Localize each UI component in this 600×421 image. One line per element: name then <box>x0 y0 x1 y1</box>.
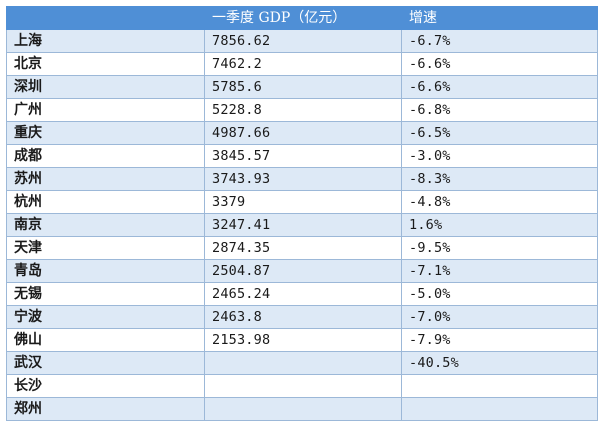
cell-gdp: 2874.35 <box>204 236 402 260</box>
header-gdp: 一季度 GDP（亿元） <box>204 6 402 30</box>
cell-growth: -7.1% <box>401 259 598 283</box>
cell-city: 杭州 <box>6 190 205 214</box>
cell-gdp: 2465.24 <box>204 282 402 306</box>
cell-gdp: 2153.98 <box>204 328 402 352</box>
cell-gdp <box>204 351 402 375</box>
cell-growth: -3.0% <box>401 144 598 168</box>
table-row: 佛山 2153.98 -7.9% <box>6 328 598 352</box>
cell-gdp: 4987.66 <box>204 121 402 145</box>
table-row: 青岛 2504.87 -7.1% <box>6 259 598 283</box>
cell-gdp: 5785.6 <box>204 75 402 99</box>
gdp-table-container: 一季度 GDP（亿元） 增速 上海 7856.62 -6.7% 北京 7462.2 -6.… <box>6 6 598 421</box>
cell-growth: -7.0% <box>401 305 598 329</box>
table-row: 天津 2874.35 -9.5% <box>6 236 598 260</box>
table-row: 无锡 2465.24 -5.0% <box>6 282 598 306</box>
cell-city: 广州 <box>6 98 205 122</box>
cell-growth <box>401 374 598 398</box>
cell-gdp: 3845.57 <box>204 144 402 168</box>
cell-gdp: 7856.62 <box>204 29 402 53</box>
cell-growth: -6.5% <box>401 121 598 145</box>
cell-city: 深圳 <box>6 75 205 99</box>
table-row: 成都 3845.57 -3.0% <box>6 144 598 168</box>
cell-growth: -6.6% <box>401 75 598 99</box>
header-city <box>6 6 205 30</box>
cell-city: 成都 <box>6 144 205 168</box>
cell-city: 武汉 <box>6 351 205 375</box>
cell-city: 青岛 <box>6 259 205 283</box>
table-row: 上海 7856.62 -6.7% <box>6 29 598 53</box>
table-row: 重庆 4987.66 -6.5% <box>6 121 598 145</box>
cell-growth: -6.6% <box>401 52 598 76</box>
cell-gdp: 5228.8 <box>204 98 402 122</box>
header-growth: 增速 <box>401 6 598 30</box>
cell-city: 重庆 <box>6 121 205 145</box>
cell-growth: -4.8% <box>401 190 598 214</box>
table-row: 广州 5228.8 -6.8% <box>6 98 598 122</box>
cell-gdp: 3743.93 <box>204 167 402 191</box>
table-row: 杭州 3379 -4.8% <box>6 190 598 214</box>
cell-city: 宁波 <box>6 305 205 329</box>
cell-city: 无锡 <box>6 282 205 306</box>
table-row: 苏州 3743.93 -8.3% <box>6 167 598 191</box>
cell-city: 长沙 <box>6 374 205 398</box>
cell-city: 天津 <box>6 236 205 260</box>
cell-city: 郑州 <box>6 397 205 421</box>
table-row: 宁波 2463.8 -7.0% <box>6 305 598 329</box>
table-row: 武汉 -40.5% <box>6 351 598 375</box>
cell-city: 南京 <box>6 213 205 237</box>
cell-city: 北京 <box>6 52 205 76</box>
cell-growth <box>401 397 598 421</box>
cell-city: 苏州 <box>6 167 205 191</box>
cell-city: 上海 <box>6 29 205 53</box>
gdp-table: 一季度 GDP（亿元） 增速 上海 7856.62 -6.7% 北京 7462.2 -6.… <box>6 6 598 421</box>
cell-growth: -8.3% <box>401 167 598 191</box>
cell-growth: -7.9% <box>401 328 598 352</box>
cell-growth: 1.6% <box>401 213 598 237</box>
table-header-row: 一季度 GDP（亿元） 增速 <box>6 6 598 30</box>
cell-growth: -5.0% <box>401 282 598 306</box>
table-row: 南京 3247.41 1.6% <box>6 213 598 237</box>
cell-gdp: 2504.87 <box>204 259 402 283</box>
table-body: 上海 7856.62 -6.7% 北京 7462.2 -6.6% 深圳 5785.6 -6.6%… <box>6 29 598 421</box>
cell-gdp: 3379 <box>204 190 402 214</box>
cell-gdp <box>204 397 402 421</box>
cell-gdp <box>204 374 402 398</box>
table-row: 深圳 5785.6 -6.6% <box>6 75 598 99</box>
table-row: 北京 7462.2 -6.6% <box>6 52 598 76</box>
cell-growth: -6.8% <box>401 98 598 122</box>
cell-gdp: 7462.2 <box>204 52 402 76</box>
cell-growth: -40.5% <box>401 351 598 375</box>
table-row: 郑州 <box>6 397 598 421</box>
cell-gdp: 2463.8 <box>204 305 402 329</box>
cell-gdp: 3247.41 <box>204 213 402 237</box>
cell-growth: -9.5% <box>401 236 598 260</box>
table-row: 长沙 <box>6 374 598 398</box>
cell-growth: -6.7% <box>401 29 598 53</box>
cell-city: 佛山 <box>6 328 205 352</box>
